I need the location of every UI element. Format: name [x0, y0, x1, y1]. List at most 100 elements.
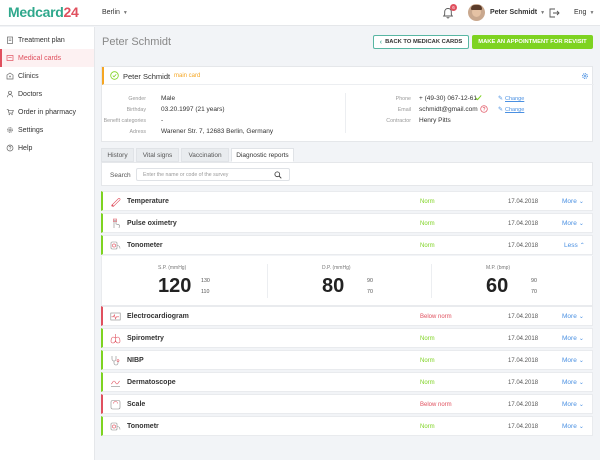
report-row[interactable]: Electrocardiogram Below norm 17.04.2018 …	[101, 306, 593, 326]
more-toggle[interactable]: More ⌄	[562, 401, 584, 408]
more-toggle[interactable]: More ⌄	[562, 379, 584, 386]
report-row[interactable]: Spirometry Norm 17.04.2018 More ⌄	[101, 328, 593, 348]
phone-label: Phone	[395, 96, 411, 102]
sidebar-item-label: Treatment plan	[18, 36, 65, 44]
report-row[interactable]: Temperature Norm 17.04.2018 More ⌄	[101, 191, 593, 211]
verified-check-icon	[475, 95, 482, 101]
sidebar-item-treatment-plan[interactable]: Treatment plan	[0, 31, 94, 49]
report-status: Norm	[420, 243, 435, 249]
clipboard-icon	[7, 36, 13, 44]
sidebar-item-label: Settings	[18, 126, 44, 134]
sidebar-item-help[interactable]: Help	[0, 139, 94, 157]
page-title: Peter Schmidt	[102, 36, 172, 48]
city-selector[interactable]: Berlin ▼	[102, 9, 128, 16]
sidebar-item-label: Doctors	[18, 90, 43, 98]
email-label: Email	[397, 107, 411, 113]
patient-card-header: Peter Schmidt main card	[102, 67, 594, 85]
report-date: 17.04.2018	[508, 314, 539, 320]
sidebar-item-settings[interactable]: Settings	[0, 121, 94, 139]
gender-label: Gender	[128, 96, 146, 102]
sidebar-item-label: Clinics	[18, 72, 39, 80]
divider	[431, 264, 432, 298]
sp-low: 110	[201, 289, 210, 295]
report-name: Tonometer	[127, 242, 163, 249]
dp-value: 80	[322, 275, 345, 297]
report-row-expanded[interactable]: Tonometer Norm 17.04.2018 Less ⌃	[101, 235, 593, 255]
logout-icon[interactable]	[548, 7, 560, 19]
dp-low: 70	[367, 289, 373, 295]
report-row[interactable]: Pulse oximetry Norm 17.04.2018 More ⌄	[101, 213, 593, 233]
tonometer-icon	[110, 241, 121, 250]
logo[interactable]: Medcard24	[8, 4, 79, 20]
report-row[interactable]: Scale Below norm 17.04.2018 More ⌄	[101, 394, 593, 414]
tab-vaccination[interactable]: Vaccination	[181, 148, 229, 162]
chevron-up-icon: ⌃	[579, 243, 585, 249]
sidebar-item-doctors[interactable]: Doctors	[0, 85, 94, 103]
report-name: Pulse oximetry	[127, 220, 177, 227]
make-appointment-button[interactable]: MAKE AN APPOINTMENT FOR REVISIT	[472, 35, 593, 49]
report-name: Electrocardiogram	[127, 313, 189, 320]
more-toggle[interactable]: More ⌄	[562, 357, 584, 364]
check-circle-icon	[110, 71, 119, 80]
sidebar-item-label: Medical cards	[18, 54, 62, 62]
sidebar-item-order-in-pharmacy[interactable]: Order in pharmacy	[0, 103, 94, 121]
report-name: Tonometr	[127, 423, 159, 430]
less-toggle[interactable]: Less ⌃	[564, 242, 585, 249]
sp-value: 120	[158, 275, 192, 297]
report-date: 17.04.2018	[508, 358, 539, 364]
main-card-badge: main card	[174, 73, 201, 79]
cart-icon	[6, 108, 14, 116]
ecg-icon	[110, 312, 121, 321]
report-row[interactable]: NIBP Norm 17.04.2018 More ⌄	[101, 350, 593, 370]
report-date: 17.04.2018	[508, 336, 539, 342]
search-icon[interactable]	[274, 171, 282, 179]
report-status: Below norm	[420, 314, 452, 320]
search-input[interactable]: Enter the name or code of the survey	[136, 168, 290, 181]
birthday-label: Birthday	[126, 107, 146, 113]
report-date: 17.04.2018	[508, 402, 539, 408]
more-toggle[interactable]: More ⌄	[562, 335, 584, 342]
chevron-down-icon: ⌄	[578, 380, 584, 386]
mp-low: 70	[531, 289, 537, 295]
sidebar-item-clinics[interactable]: Clinics	[0, 67, 94, 85]
top-bar: Medcard24 Berlin ▼ 6 Peter Schmidt ▼ Eng ▼	[0, 0, 600, 26]
chevron-left-icon: ‹	[379, 38, 383, 46]
report-name: Temperature	[127, 198, 169, 205]
gear-icon[interactable]	[581, 72, 589, 80]
more-toggle[interactable]: More ⌄	[562, 220, 584, 227]
benefit-value: -	[161, 117, 164, 124]
chevron-down-icon: ⌄	[578, 314, 584, 320]
help-icon	[6, 144, 14, 152]
mp-label: M.P. (bmp)	[486, 265, 511, 271]
change-phone-link[interactable]: ✎ Change	[498, 96, 525, 102]
sidebar-item-label: Help	[18, 144, 33, 152]
mp-high: 90	[531, 278, 537, 284]
thermometer-icon	[111, 198, 121, 207]
avatar[interactable]	[468, 4, 485, 21]
tab-history[interactable]: History	[101, 148, 134, 162]
more-toggle[interactable]: More ⌄	[562, 313, 584, 320]
language-selector[interactable]: Eng ▼	[574, 9, 595, 16]
tab-diagnostic-reports[interactable]: Diagnostic reports	[231, 148, 294, 162]
report-status: Norm	[420, 424, 435, 430]
report-status: Norm	[420, 199, 435, 205]
change-email-link[interactable]: ✎ Change	[498, 107, 525, 113]
report-row[interactable]: Dermatoscope Norm 17.04.2018 More ⌄	[101, 372, 593, 392]
sidebar-item-medical-cards[interactable]: Medical cards	[0, 49, 94, 67]
report-status: Norm	[420, 336, 435, 342]
pencil-icon: ✎	[498, 96, 504, 102]
back-to-medical-cards-button[interactable]: ‹ BACK TO MEDICAK CARDS	[373, 35, 469, 49]
tonometer-details: S.P. (mmHg) 120 130 110 D.P. (mmHg) 80 9…	[101, 256, 593, 306]
chevron-down-icon: ⌄	[578, 336, 584, 342]
report-name: NIBP	[127, 357, 144, 364]
dermatoscope-icon	[110, 380, 121, 387]
report-status: Below norm	[420, 402, 452, 408]
finger-icon	[113, 218, 120, 229]
contractor-label: Contractor	[386, 118, 411, 124]
report-row[interactable]: Tonometr Norm 17.04.2018 More ⌄	[101, 416, 593, 436]
user-menu[interactable]: Peter Schmidt ▼	[490, 9, 546, 16]
chevron-down-icon: ⌄	[578, 358, 584, 364]
tab-vital-signs[interactable]: Vital signs	[136, 148, 179, 162]
more-toggle[interactable]: More ⌄	[562, 198, 584, 205]
more-toggle[interactable]: More ⌄	[562, 423, 584, 430]
